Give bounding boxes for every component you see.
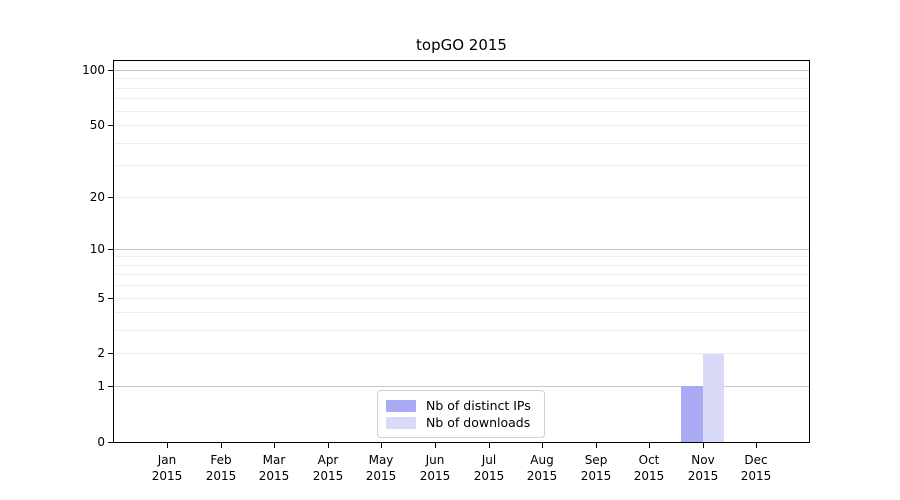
x-tick-label: Jun 2015: [395, 452, 475, 484]
x-tick-year: 2015: [419, 469, 451, 483]
x-axis-tick: [596, 443, 597, 448]
gridline-minor: [114, 165, 809, 166]
y-tick-label: 10: [89, 242, 105, 256]
x-tick-month: Dec: [744, 453, 768, 467]
x-axis-tick: [649, 443, 650, 448]
gridline-minor: [114, 197, 809, 198]
y-axis-tick: [108, 353, 113, 354]
gridline-minor: [114, 256, 809, 257]
bar-distinct-ips: [681, 386, 703, 442]
legend-swatch-downloads: [386, 416, 416, 429]
x-tick-label: May 2015: [341, 452, 421, 484]
x-tick-year: 2015: [473, 469, 505, 483]
y-axis-tick: [108, 125, 113, 126]
y-tick-label: 50: [89, 118, 105, 132]
y-tick-label: 20: [89, 190, 105, 204]
x-tick-month: Nov: [691, 453, 715, 467]
gridline-minor: [114, 98, 809, 99]
x-axis-tick: [703, 443, 704, 448]
x-tick-label: Apr 2015: [288, 452, 368, 484]
x-tick-month: Sep: [584, 453, 608, 467]
gridline-minor: [114, 274, 809, 275]
x-tick-month: Mar: [262, 453, 286, 467]
gridline-minor: [114, 312, 809, 313]
gridline-minor: [114, 143, 809, 144]
legend-swatch-distinct-ips: [386, 399, 416, 412]
x-tick-label: Dec 2015: [716, 452, 796, 484]
x-axis-tick: [542, 443, 543, 448]
x-tick-label: Jan 2015: [127, 452, 207, 484]
x-tick-label: Aug 2015: [502, 452, 582, 484]
y-axis-tick: [108, 386, 113, 387]
x-tick-label: Mar 2015: [234, 452, 314, 484]
x-axis-tick: [381, 443, 382, 448]
x-tick-year: 2015: [365, 469, 397, 483]
x-tick-month: Jun: [425, 453, 445, 467]
legend-label-distinct-ips: Nb of distinct IPs: [426, 398, 531, 413]
x-tick-year: 2015: [258, 469, 290, 483]
x-axis-tick: [328, 443, 329, 448]
plot-area: Nb of distinct IPs Nb of downloads: [113, 60, 810, 443]
x-tick-year: 2015: [580, 469, 612, 483]
x-axis-tick: [489, 443, 490, 448]
y-tick-label: 100: [82, 63, 105, 77]
x-tick-label: Nov 2015: [663, 452, 743, 484]
gridline-minor: [114, 353, 809, 354]
y-tick-label: 5: [97, 291, 105, 305]
gridline-minor: [114, 88, 809, 89]
x-axis-tick: [167, 443, 168, 448]
legend-label-downloads: Nb of downloads: [426, 415, 531, 430]
gridline-major: [114, 70, 809, 71]
gridline-minor: [114, 265, 809, 266]
x-tick-year: 2015: [687, 469, 719, 483]
x-axis-tick: [274, 443, 275, 448]
y-tick-label: 0: [97, 435, 105, 449]
gridline-major: [114, 249, 809, 250]
gridline-minor: [114, 330, 809, 331]
x-tick-year: 2015: [633, 469, 665, 483]
x-tick-year: 2015: [740, 469, 772, 483]
y-axis-tick: [108, 197, 113, 198]
gridline-minor: [114, 285, 809, 286]
x-tick-year: 2015: [526, 469, 558, 483]
x-tick-month: Feb: [210, 453, 232, 467]
y-axis-tick: [108, 249, 113, 250]
chart-title: topGO 2015: [416, 36, 507, 54]
y-tick-label: 1: [97, 379, 105, 393]
legend: Nb of distinct IPs Nb of downloads: [377, 390, 545, 438]
x-tick-year: 2015: [312, 469, 344, 483]
y-axis-tick: [108, 298, 113, 299]
x-tick-label: Sep 2015: [556, 452, 636, 484]
y-axis-tick: [108, 70, 113, 71]
gridline-minor: [114, 125, 809, 126]
x-axis-tick: [435, 443, 436, 448]
x-tick-month: Jan: [157, 453, 177, 467]
y-axis-tick: [108, 442, 113, 443]
x-tick-month: May: [368, 453, 394, 467]
x-tick-month: Jul: [481, 453, 497, 467]
y-tick-label: 2: [97, 346, 105, 360]
bar-downloads: [702, 353, 725, 442]
x-tick-month: Apr: [317, 453, 339, 467]
x-tick-month: Oct: [638, 453, 660, 467]
x-axis-tick: [756, 443, 757, 448]
gridline-major: [114, 386, 809, 387]
x-tick-label: Jul 2015: [449, 452, 529, 484]
gridline-minor: [114, 298, 809, 299]
gridline-minor: [114, 78, 809, 79]
x-tick-label: Oct 2015: [609, 452, 689, 484]
legend-item-downloads: Nb of downloads: [386, 415, 535, 430]
x-tick-year: 2015: [151, 469, 183, 483]
x-tick-month: Aug: [530, 453, 554, 467]
x-axis-tick: [221, 443, 222, 448]
x-tick-label: Feb 2015: [181, 452, 261, 484]
legend-item-distinct-ips: Nb of distinct IPs: [386, 398, 535, 413]
gridline-minor: [114, 111, 809, 112]
x-tick-year: 2015: [205, 469, 237, 483]
